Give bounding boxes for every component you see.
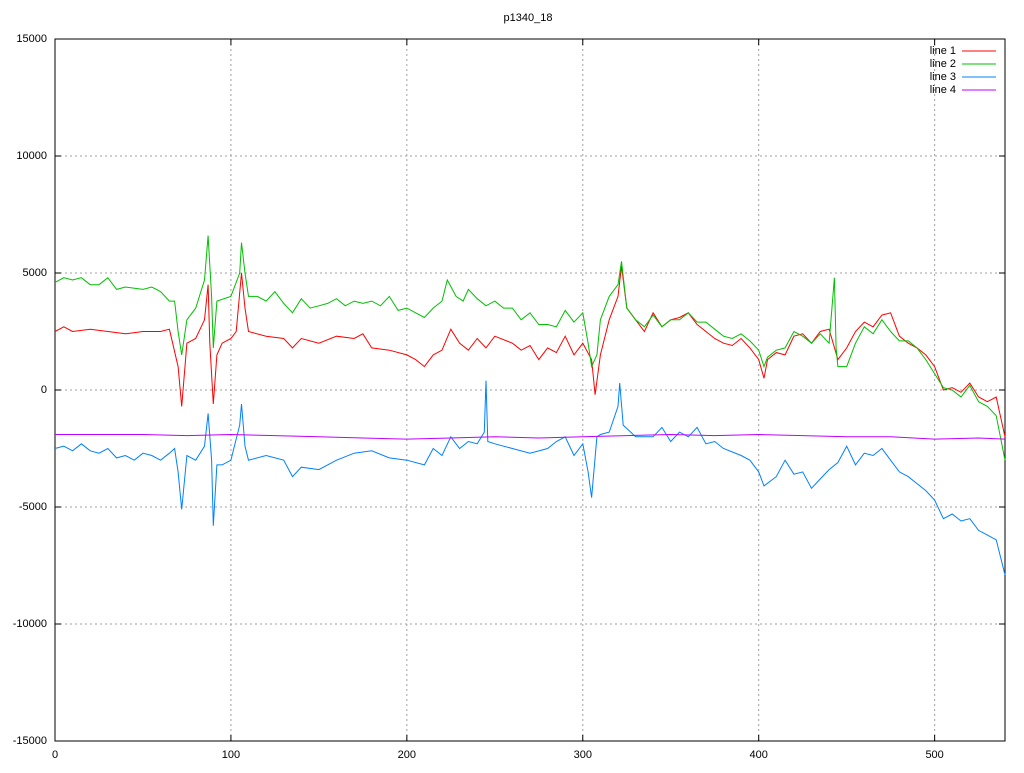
legend-label: line 4 <box>930 84 956 96</box>
x-tick-label: 300 <box>574 749 592 761</box>
data-line <box>54 380 1006 576</box>
x-tick-label: 100 <box>222 749 240 761</box>
y-tick-label: 5000 <box>23 267 47 279</box>
x-tick-label: 400 <box>750 749 768 761</box>
x-tick-label: 500 <box>925 749 943 761</box>
legend-label: line 1 <box>930 45 956 57</box>
y-tick-label: 0 <box>41 384 47 396</box>
y-tick-label: 15000 <box>16 33 47 45</box>
legend-label: line 2 <box>930 58 956 70</box>
y-tick-label: -10000 <box>13 618 47 630</box>
y-tick-label: -15000 <box>13 735 47 747</box>
data-line <box>54 265 1006 437</box>
x-tick-label: 0 <box>52 749 58 761</box>
data-line <box>55 433 1006 440</box>
plot-frame <box>54 38 1006 742</box>
chart-title: p1340_18 <box>504 12 553 24</box>
data-line <box>54 235 1006 461</box>
y-tick-label: 10000 <box>16 150 47 162</box>
y-tick-label: -5000 <box>19 501 47 513</box>
legend-label: line 3 <box>930 71 956 83</box>
x-tick-label: 200 <box>398 749 416 761</box>
